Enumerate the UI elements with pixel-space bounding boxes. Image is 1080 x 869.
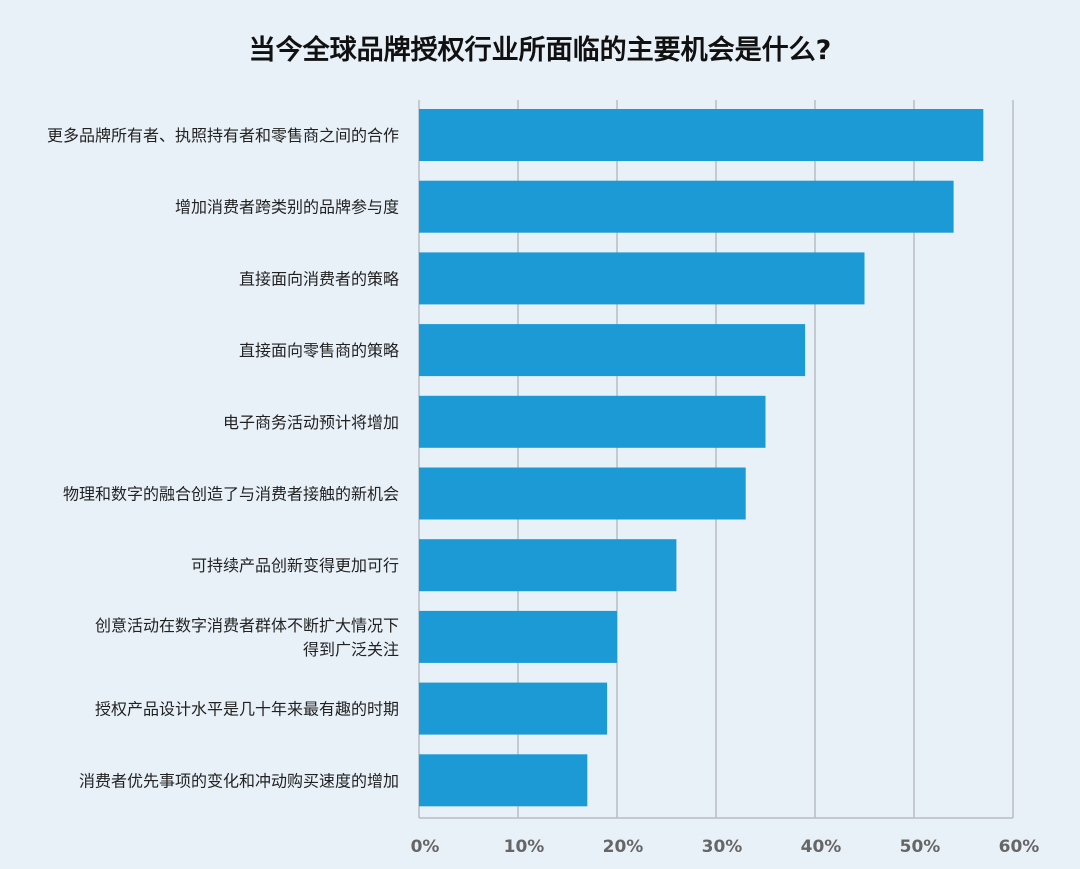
x-tick-label: 0%	[411, 837, 440, 857]
category-label: 可持续产品创新变得更加可行	[191, 556, 399, 575]
category-label: 授权产品设计水平是几十年来最有趣的时期	[95, 700, 399, 719]
bar	[419, 180, 954, 233]
bar	[419, 252, 865, 305]
category-label: 创意活动在数字消费者群体不断扩大情况下得到广泛关注	[95, 616, 399, 659]
x-tick-label: 50%	[900, 837, 941, 857]
category-label: 电子商务活动预计将增加	[223, 413, 399, 432]
bar	[419, 754, 588, 807]
chart-title: 当今全球品牌授权行业所面临的主要机会是什么?	[248, 35, 832, 66]
category-label: 直接面向消费者的策略	[239, 269, 399, 288]
category-label: 消费者优先事项的变化和冲动购买速度的增加	[79, 771, 399, 790]
bar	[419, 682, 608, 735]
x-tick-label: 30%	[702, 837, 743, 857]
category-label: 更多品牌所有者、执照持有者和零售商之间的合作	[47, 126, 399, 145]
bar	[419, 395, 766, 448]
category-label: 物理和数字的融合创造了与消费者接触的新机会	[63, 485, 399, 504]
bar	[419, 109, 984, 161]
x-tick-label: 20%	[603, 837, 644, 857]
bar	[419, 324, 806, 377]
bar	[419, 539, 677, 592]
x-tick-label: 60%	[999, 837, 1040, 857]
bar	[419, 467, 746, 520]
category-label: 增加消费者跨类别的品牌参与度	[175, 198, 399, 217]
bar	[419, 610, 617, 663]
category-label: 直接面向零售商的策略	[239, 341, 399, 360]
x-tick-label: 10%	[504, 837, 545, 857]
x-tick-label: 40%	[801, 837, 842, 857]
